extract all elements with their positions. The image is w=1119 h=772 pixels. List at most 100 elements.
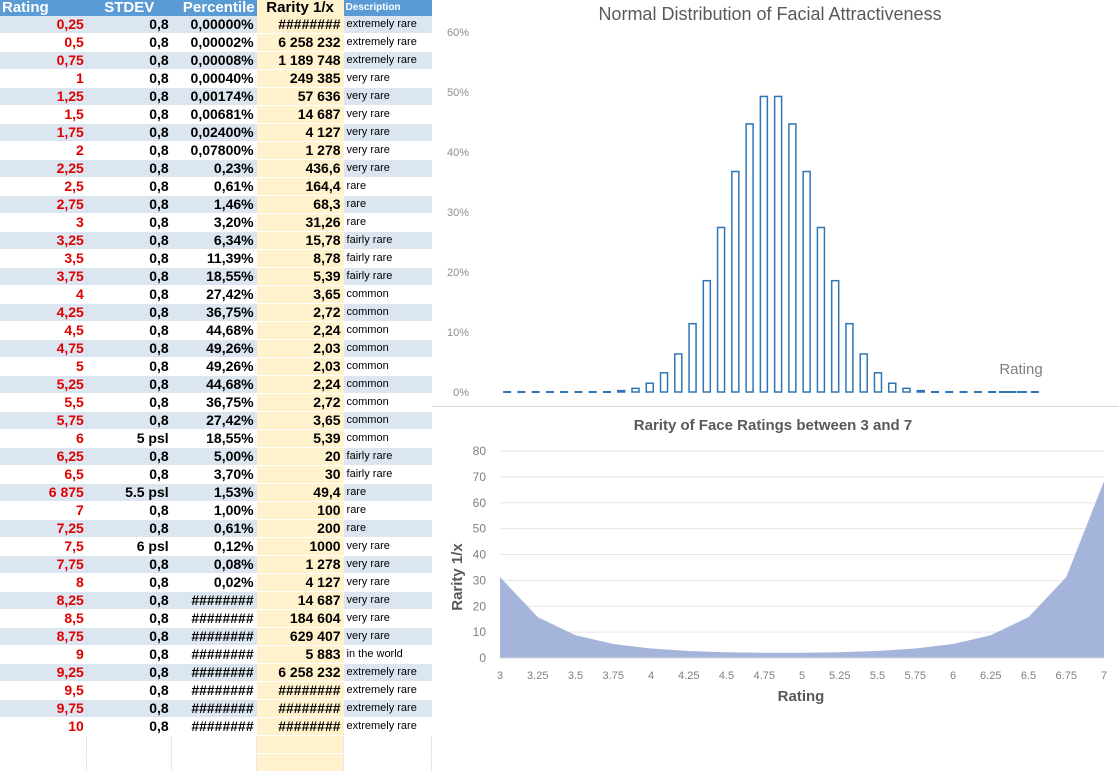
bar[interactable]: [874, 373, 881, 392]
cell-description[interactable]: in the world: [344, 646, 432, 664]
cell-rating[interactable]: 10: [0, 718, 87, 736]
cell-rarity[interactable]: 2,03: [257, 358, 344, 376]
cell-rating[interactable]: 4,75: [0, 340, 87, 358]
cell-rarity[interactable]: 2,24: [257, 376, 344, 394]
cell-rarity[interactable]: 6 258 232: [257, 34, 344, 52]
cell-stdev[interactable]: 0,8: [87, 664, 172, 682]
cell-rarity[interactable]: 8,78: [257, 250, 344, 268]
cell-stdev[interactable]: 0,8: [87, 592, 172, 610]
cell-description[interactable]: common: [344, 376, 432, 394]
bar[interactable]: [703, 281, 710, 392]
cell-stdev[interactable]: 0,8: [87, 124, 172, 142]
cell-percentile[interactable]: ########: [172, 700, 257, 718]
bar[interactable]: [675, 354, 682, 392]
cell-stdev[interactable]: 5.5 psl: [87, 484, 172, 502]
cell-percentile[interactable]: 1,53%: [172, 484, 257, 502]
cell-stdev[interactable]: 0,8: [87, 556, 172, 574]
empty-cell[interactable]: [0, 736, 87, 754]
rarity-area[interactable]: [500, 481, 1104, 658]
cell-percentile[interactable]: 44,68%: [172, 322, 257, 340]
cell-percentile[interactable]: 49,26%: [172, 340, 257, 358]
cell-rarity[interactable]: 31,26: [257, 214, 344, 232]
cell-description[interactable]: extremely rare: [344, 16, 432, 34]
cell-rarity[interactable]: 4 127: [257, 124, 344, 142]
cell-stdev[interactable]: 0,8: [87, 574, 172, 592]
cell-rarity[interactable]: 57 636: [257, 88, 344, 106]
empty-cell[interactable]: [257, 736, 344, 754]
cell-percentile[interactable]: 0,02%: [172, 574, 257, 592]
cell-stdev[interactable]: 0,8: [87, 52, 172, 70]
cell-description[interactable]: fairly rare: [344, 268, 432, 286]
cell-description[interactable]: rare: [344, 502, 432, 520]
cell-rating[interactable]: 6 875: [0, 484, 87, 502]
cell-percentile[interactable]: ########: [172, 628, 257, 646]
cell-description[interactable]: fairly rare: [344, 448, 432, 466]
cell-description[interactable]: common: [344, 358, 432, 376]
cell-description[interactable]: very rare: [344, 88, 432, 106]
cell-rating[interactable]: 7,75: [0, 556, 87, 574]
bar[interactable]: [746, 124, 753, 392]
bar[interactable]: [689, 324, 696, 392]
cell-rating[interactable]: 4,25: [0, 304, 87, 322]
bar[interactable]: [775, 96, 782, 392]
bar[interactable]: [760, 96, 767, 392]
cell-rating[interactable]: 5,5: [0, 394, 87, 412]
cell-description[interactable]: very rare: [344, 628, 432, 646]
cell-percentile[interactable]: 3,70%: [172, 466, 257, 484]
cell-description[interactable]: very rare: [344, 574, 432, 592]
cell-description[interactable]: extremely rare: [344, 682, 432, 700]
cell-description[interactable]: very rare: [344, 70, 432, 88]
cell-rarity[interactable]: 184 604: [257, 610, 344, 628]
cell-rating[interactable]: 3,5: [0, 250, 87, 268]
cell-stdev[interactable]: 0,8: [87, 214, 172, 232]
cell-rating[interactable]: 3,75: [0, 268, 87, 286]
cell-description[interactable]: common: [344, 430, 432, 448]
cell-percentile[interactable]: 0,00000%: [172, 16, 257, 34]
cell-description[interactable]: fairly rare: [344, 232, 432, 250]
rarity-chart[interactable]: Rarity of Face Ratings between 3 and 7 R…: [432, 406, 1119, 732]
cell-rarity[interactable]: 4 127: [257, 574, 344, 592]
cell-stdev[interactable]: 0,8: [87, 196, 172, 214]
cell-percentile[interactable]: 1,00%: [172, 502, 257, 520]
bar[interactable]: [732, 172, 739, 393]
cell-percentile[interactable]: 0,00008%: [172, 52, 257, 70]
cell-stdev[interactable]: 0,8: [87, 88, 172, 106]
cell-description[interactable]: rare: [344, 484, 432, 502]
cell-description[interactable]: very rare: [344, 592, 432, 610]
cell-rating[interactable]: 3: [0, 214, 87, 232]
cell-stdev[interactable]: 0,8: [87, 394, 172, 412]
cell-description[interactable]: very rare: [344, 142, 432, 160]
cell-rarity[interactable]: 68,3: [257, 196, 344, 214]
empty-row[interactable]: [0, 754, 432, 772]
cell-percentile[interactable]: 27,42%: [172, 286, 257, 304]
cell-rarity[interactable]: 200: [257, 520, 344, 538]
bar[interactable]: [789, 124, 796, 392]
cell-percentile[interactable]: 6,34%: [172, 232, 257, 250]
cell-percentile[interactable]: ########: [172, 592, 257, 610]
cell-stdev[interactable]: 0,8: [87, 502, 172, 520]
bar[interactable]: [846, 324, 853, 392]
cell-percentile[interactable]: 1,46%: [172, 196, 257, 214]
cell-rating[interactable]: 5,25: [0, 376, 87, 394]
cell-rarity[interactable]: 15,78: [257, 232, 344, 250]
cell-percentile[interactable]: 0,61%: [172, 178, 257, 196]
cell-percentile[interactable]: 44,68%: [172, 376, 257, 394]
bar[interactable]: [718, 227, 725, 392]
bar[interactable]: [817, 227, 824, 392]
cell-description[interactable]: extremely rare: [344, 34, 432, 52]
cell-rating[interactable]: 1,25: [0, 88, 87, 106]
cell-percentile[interactable]: 0,02400%: [172, 124, 257, 142]
empty-cell[interactable]: [172, 754, 257, 772]
bar[interactable]: [832, 281, 839, 392]
cell-rating[interactable]: 8,75: [0, 628, 87, 646]
cell-stdev[interactable]: 0,8: [87, 268, 172, 286]
cell-description[interactable]: very rare: [344, 610, 432, 628]
bar[interactable]: [860, 354, 867, 392]
